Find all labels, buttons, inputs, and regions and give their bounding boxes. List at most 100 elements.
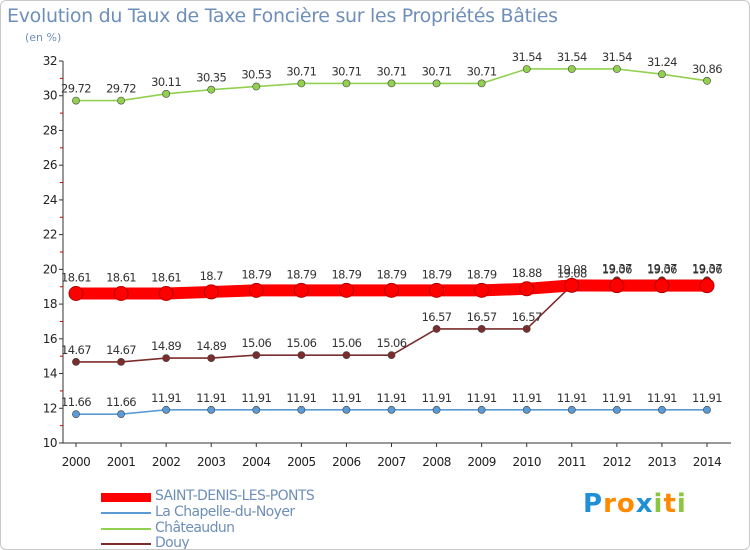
x-tick-label: 2011 [558,455,587,469]
data-point [207,354,216,362]
data-point [293,282,309,298]
data-label: 11.91 [692,391,722,405]
data-label: 29.72 [61,82,91,96]
data-label: 18.79 [377,267,407,281]
y-tick-label: 10 [43,436,57,450]
data-point [117,96,125,105]
y-axis-unit: (en %) [25,31,62,44]
data-point [162,89,171,98]
logo-letter: o [616,489,636,519]
x-tick-label: 2000 [62,455,91,469]
data-label: 11.91 [377,391,407,405]
data-label: 31.24 [647,55,677,69]
data-point [429,282,445,298]
x-tick-label: 2007 [377,455,406,469]
x-tick-label: 2005 [287,455,316,469]
x-tick-label: 2012 [603,455,632,469]
y-tick-label: 18 [43,297,57,311]
legend-swatch [101,528,151,530]
data-point [654,278,670,294]
data-point [567,405,576,414]
data-point [387,79,396,88]
data-label: 18.79 [422,267,452,281]
legend-label: Châteaudun [155,520,235,536]
data-label: 29.72 [106,82,136,96]
data-label: 19.06 [692,263,722,277]
data-label: 30.71 [422,64,452,78]
data-label: 18.61 [106,270,136,284]
data-label: 11.91 [647,391,677,405]
proxiti-logo: Proxiti [583,489,687,519]
data-point [477,325,486,333]
data-label: 18.88 [512,266,542,280]
data-point [342,351,351,360]
data-point [297,79,306,88]
legend-swatch [101,543,151,545]
data-label: 30.71 [331,64,361,78]
data-point [658,70,666,79]
data-label: 30.53 [241,68,271,82]
data-point [117,358,125,366]
data-label: 30.71 [377,64,407,78]
data-point [203,284,219,300]
data-label: 16.57 [512,310,542,324]
data-label: 14.89 [151,339,181,353]
y-tick-label: 16 [43,332,57,346]
data-point [72,96,80,105]
data-label: 30.11 [151,75,181,89]
data-point [252,82,261,91]
x-tick-label: 2014 [693,455,722,469]
data-point [609,278,625,294]
data-label: 14.67 [106,343,136,357]
x-tick-label: 2008 [422,455,451,469]
data-label: 16.57 [467,310,497,324]
data-point [387,405,396,414]
data-point [297,405,306,414]
data-label: 11.91 [241,391,271,405]
data-label: 18.79 [286,267,316,281]
data-label: 11.91 [422,391,452,405]
data-point [477,79,486,88]
x-tick-label: 2010 [512,455,541,469]
y-tick-label: 22 [43,228,57,242]
data-label: 15.06 [286,336,316,350]
x-tick-label: 2009 [467,455,496,469]
data-point [338,282,354,298]
data-point [297,351,306,360]
data-point [522,65,531,73]
data-label: 30.71 [286,64,316,78]
data-label: 18.7 [200,269,223,283]
data-point [432,405,441,414]
data-label: 18.79 [467,267,497,281]
data-label: 18.61 [61,270,91,284]
data-point [567,65,576,73]
legend-label: La Chapelle-du-Noyer [155,504,295,520]
data-label: 14.89 [196,339,226,353]
data-point [387,351,396,360]
logo-letter: r [603,489,617,519]
data-label: 31.54 [512,50,542,64]
legend-label: SAINT-DENIS-LES-PONTS [155,488,315,504]
data-label: 19.37 [692,261,722,275]
y-tick-label: 26 [43,158,57,172]
data-point [117,410,125,419]
legend-swatch [101,492,151,502]
logo-letter: i [676,489,687,519]
data-point [158,285,174,301]
y-tick-label: 14 [43,367,57,381]
data-point [474,282,490,298]
logo-letter: t [663,489,677,519]
data-point [703,76,711,85]
legend-label: Douy [155,535,190,550]
data-point [248,282,264,298]
data-label: 30.86 [692,62,722,76]
data-point [72,358,80,366]
data-point [207,405,216,414]
data-point [432,325,441,333]
data-point [113,285,129,301]
data-label: 18.61 [151,270,181,284]
data-label: 11.91 [557,391,587,405]
data-point [72,410,80,419]
data-label: 16.57 [422,310,452,324]
